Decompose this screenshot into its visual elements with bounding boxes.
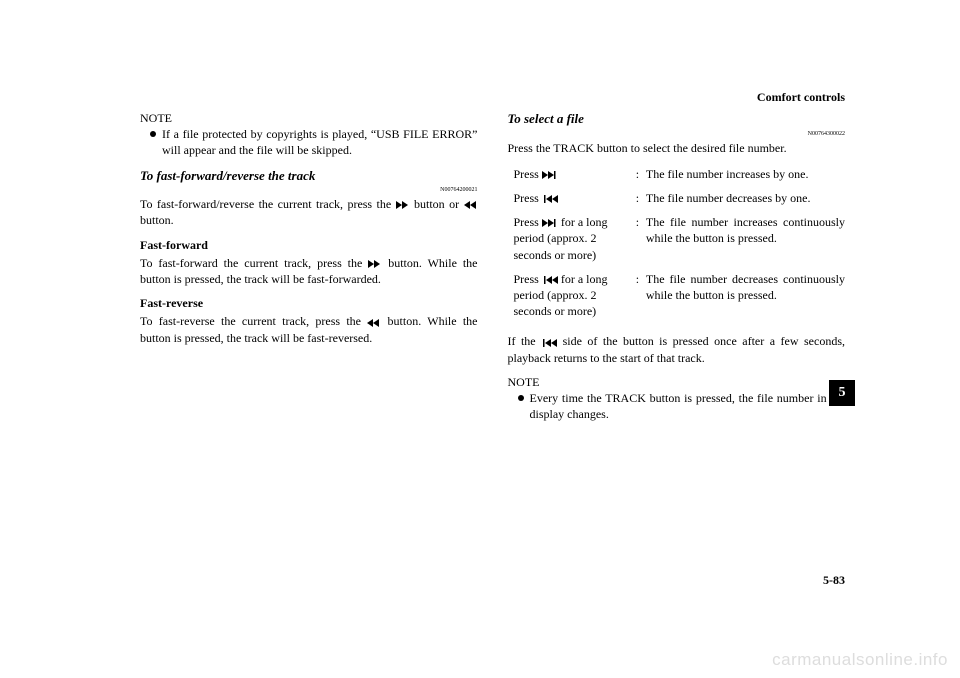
bullet-icon xyxy=(150,131,156,137)
docref: N00764200021 xyxy=(140,186,478,194)
prev-track-icon xyxy=(542,276,558,284)
note-bullet-row: If a file protected by copyrights is pla… xyxy=(150,126,478,158)
text-run: Press xyxy=(514,272,542,286)
section-header: Comfort controls xyxy=(757,90,845,105)
right-column: To select a file N00764300022 Press the … xyxy=(508,110,846,428)
text-run: To fast-forward the current track, press… xyxy=(140,256,368,270)
fast-forward-label: Fast-forward xyxy=(140,237,478,253)
table-row: Press for a long period (approx. 2 secon… xyxy=(508,269,846,326)
next-track-icon xyxy=(542,171,558,179)
table-cell-right: The file number decreases continuously w… xyxy=(646,269,845,326)
table-cell-right: The file number decreases by one. xyxy=(646,188,845,212)
text-run: Press xyxy=(514,191,542,205)
subheading-fastforward-reverse: To fast-forward/reverse the track xyxy=(140,167,478,185)
text-run: Press xyxy=(514,167,542,181)
text-run: If the xyxy=(508,334,542,348)
body-text: If the side of the button is pressed onc… xyxy=(508,333,846,365)
left-column: NOTE If a file protected by copyrights i… xyxy=(140,110,478,428)
bullet-icon xyxy=(518,395,524,401)
docref: N00764300022 xyxy=(508,130,846,138)
chapter-tab: 5 xyxy=(829,380,855,406)
table-cell-left: Press for a long period (approx. 2 secon… xyxy=(508,269,636,326)
table-cell-right: The file number increases by one. xyxy=(646,164,845,188)
columns: NOTE If a file protected by copyrights i… xyxy=(140,110,845,428)
text-run: button. xyxy=(140,213,174,227)
text-run: button or xyxy=(410,197,464,211)
text-run: To fast-reverse the current track, press… xyxy=(140,314,367,328)
body-text: To fast-forward/reverse the current trac… xyxy=(140,196,478,228)
note-bullet-row: Every time the TRACK button is pressed, … xyxy=(518,390,846,422)
table-cell-colon: : xyxy=(636,269,646,326)
note-label: NOTE xyxy=(140,110,478,126)
table-cell-left: Press for a long period (approx. 2 secon… xyxy=(508,212,636,269)
fast-forward-icon xyxy=(368,260,382,268)
table-row: Press : The file number decreases by one… xyxy=(508,188,846,212)
table-row: Press : The file number increases by one… xyxy=(508,164,846,188)
table-cell-left: Press xyxy=(508,188,636,212)
subheading-select-file: To select a file xyxy=(508,110,846,128)
watermark: carmanualsonline.info xyxy=(772,650,948,670)
page-number: 5-83 xyxy=(823,573,845,588)
table-cell-colon: : xyxy=(636,212,646,269)
note-bullet-text: If a file protected by copyrights is pla… xyxy=(162,126,478,158)
prev-track-icon xyxy=(542,195,558,203)
prev-track-icon xyxy=(541,339,557,347)
body-text: Press the TRACK button to select the des… xyxy=(508,140,846,156)
fast-reverse-label: Fast-reverse xyxy=(140,295,478,311)
table-cell-left: Press xyxy=(508,164,636,188)
note-bullet-text: Every time the TRACK button is pressed, … xyxy=(530,390,846,422)
body-text: To fast-reverse the current track, press… xyxy=(140,313,478,345)
fast-reverse-icon xyxy=(367,319,381,327)
note-label: NOTE xyxy=(508,374,846,390)
next-track-icon xyxy=(542,219,558,227)
body-text: To fast-forward the current track, press… xyxy=(140,255,478,287)
text-run: To fast-forward/reverse the current trac… xyxy=(140,197,396,211)
track-actions-table: Press : The file number increases by one… xyxy=(508,164,846,326)
table-cell-right: The file number increases continuously w… xyxy=(646,212,845,269)
table-cell-colon: : xyxy=(636,164,646,188)
page: Comfort controls NOTE If a file protecte… xyxy=(0,0,960,678)
text-run: Press xyxy=(514,215,542,229)
fast-forward-icon xyxy=(396,201,410,209)
table-cell-colon: : xyxy=(636,188,646,212)
fast-reverse-icon xyxy=(464,201,478,209)
text-run: side of the button is pressed once after… xyxy=(508,334,846,364)
table-row: Press for a long period (approx. 2 secon… xyxy=(508,212,846,269)
